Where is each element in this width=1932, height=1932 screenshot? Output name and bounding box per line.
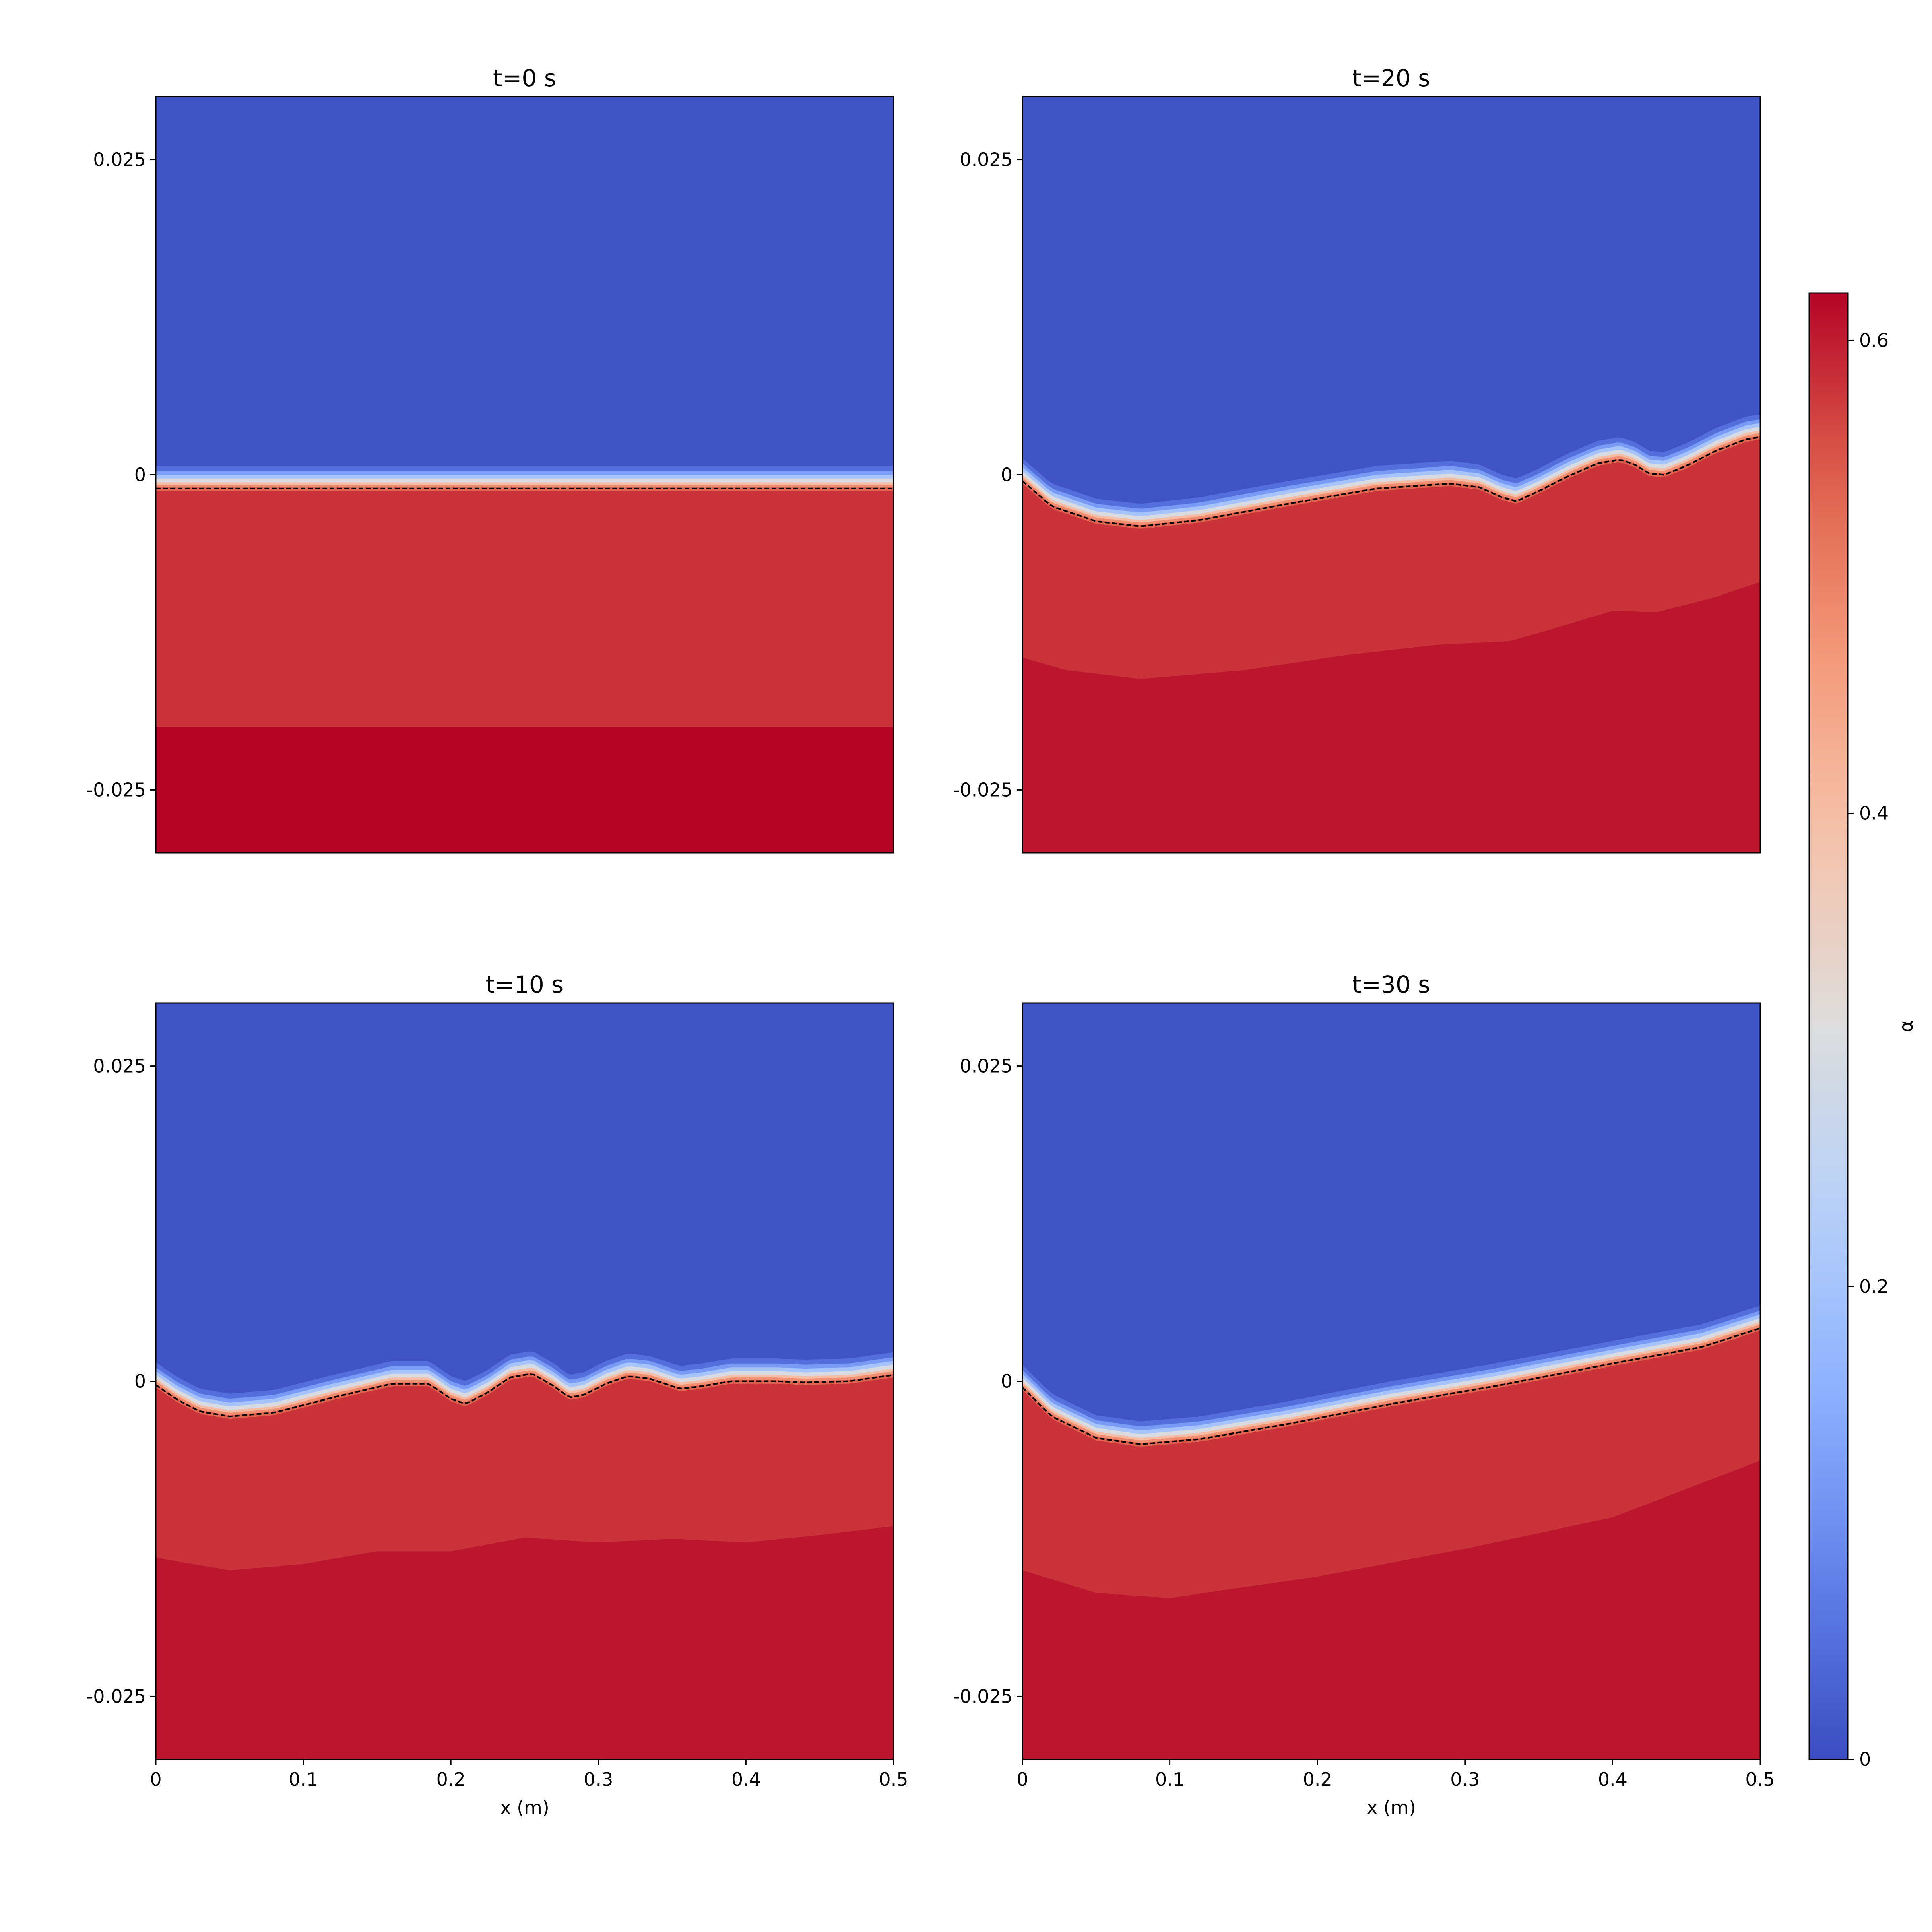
interface-contour <box>1022 436 1760 527</box>
x-axis-label: x (m) <box>1366 1797 1416 1818</box>
x-tick-label: 0.4 <box>731 1769 761 1790</box>
x-tick-label: 0.4 <box>1598 1769 1627 1790</box>
field-layers <box>1022 97 1760 853</box>
x-tick-label: 0.2 <box>436 1769 466 1790</box>
x-tick-label: 0.1 <box>289 1769 318 1790</box>
y-tick-label: 0 <box>1001 464 1013 486</box>
colorbar-tick-label: 0.6 <box>1859 330 1889 351</box>
lower-phase-region <box>156 1526 894 1759</box>
colorbar-frame <box>1808 292 1849 1760</box>
y-tick-label: 0.025 <box>93 1055 146 1077</box>
y-tick-label: 0 <box>134 464 146 486</box>
y-tick-label: 0.025 <box>960 1055 1013 1077</box>
x-tick-label: 0 <box>150 1769 161 1790</box>
y-tick-label: -0.025 <box>87 779 146 801</box>
lower-phase-region <box>1022 582 1760 853</box>
lower-phase-region <box>156 727 894 853</box>
field-layers <box>156 1003 894 1759</box>
panel-title: t=20 s <box>1352 64 1430 92</box>
panel: t=0 s 0.025 0 -0.025 <box>87 64 894 854</box>
y-tick-label: -0.025 <box>953 779 1013 801</box>
colorbar-gradient <box>1809 293 1848 1759</box>
panel-title: t=0 s <box>493 64 556 92</box>
colorbar: 0 0.2 0.4 0.6 α <box>1808 292 1917 1770</box>
panel-title: t=10 s <box>486 971 564 998</box>
x-tick-label: 0.5 <box>879 1769 908 1790</box>
colorbar-tick-label: 0.2 <box>1859 1276 1889 1297</box>
x-tick-label: 0 <box>1016 1769 1028 1790</box>
field-layers <box>156 97 894 853</box>
x-tick-label: 0.3 <box>584 1769 613 1790</box>
panel: t=10 s 0.025 0 -0.025 0 0.1 0.2 0.3 0.4 0.5 x (m) <box>87 971 908 1818</box>
y-tick-label: -0.025 <box>953 1685 1013 1707</box>
panel: t=30 s 0.025 0 -0.025 0 0.1 0.2 0.3 0.4 0.5 x (m) <box>953 971 1775 1818</box>
y-tick-label: -0.025 <box>87 1685 146 1707</box>
y-tick-label: 0.025 <box>960 149 1013 171</box>
x-axis-label: x (m) <box>500 1797 549 1818</box>
interface-contour <box>156 1373 894 1418</box>
panel: t=20 s 0.025 0 -0.025 <box>953 64 1761 854</box>
colorbar-tick-label: 0 <box>1859 1748 1871 1770</box>
x-tick-label: 0.1 <box>1155 1769 1185 1790</box>
y-tick-label: 0.025 <box>93 149 146 171</box>
colorbar-tick-label: 0.4 <box>1859 803 1889 824</box>
lower-phase-region <box>1022 1460 1760 1759</box>
x-tick-label: 0.2 <box>1303 1769 1332 1790</box>
interface-contour <box>1022 1327 1760 1445</box>
colorbar-label: α <box>1895 1020 1917 1032</box>
y-tick-label: 0 <box>134 1371 146 1392</box>
y-tick-label: 0 <box>1001 1371 1013 1392</box>
x-tick-label: 0.3 <box>1450 1769 1480 1790</box>
x-tick-label: 0.5 <box>1745 1769 1775 1790</box>
field-layers <box>1022 1003 1760 1759</box>
panel-title: t=30 s <box>1352 971 1430 998</box>
